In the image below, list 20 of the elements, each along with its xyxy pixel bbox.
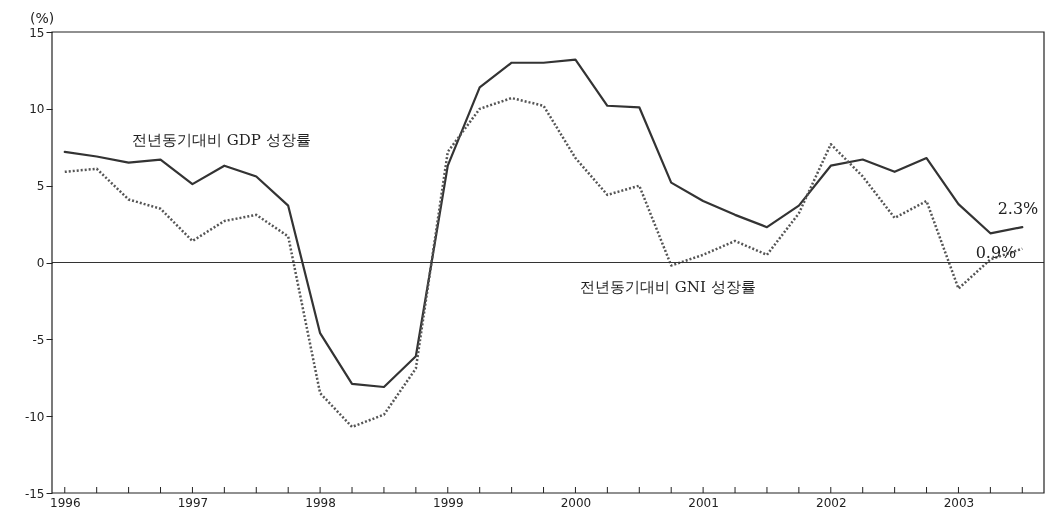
x-tick-label: 2002 [816,495,847,510]
y-tick-label: 15 [29,25,45,40]
y-tick-label: 0 [36,256,45,270]
y-tick-label: -15 [24,486,45,501]
x-tick-label: 2001 [688,495,719,510]
series-label: 전년동기대비 GNI 성장률 [580,278,756,296]
y-axis-title: (%) [30,10,55,26]
x-tick-label: 1998 [305,495,336,510]
y-tick-label: 10 [29,102,45,117]
x-tick-label: 2000 [560,495,592,510]
x-tick-label: 2003 [943,495,975,510]
annotation: 2.3% [997,199,1039,219]
y-tick-label: -10 [24,409,45,424]
x-tick-label: 1996 [49,495,81,510]
x-tick-label: 1997 [177,495,209,510]
series-label: 전년동기대비 GDP 성장률 [132,131,311,149]
annotation: 0.9% [975,242,1017,262]
y-tick-label: 5 [36,179,45,194]
x-tick-label: 1999 [433,495,464,510]
y-tick-label: -5 [32,332,45,347]
